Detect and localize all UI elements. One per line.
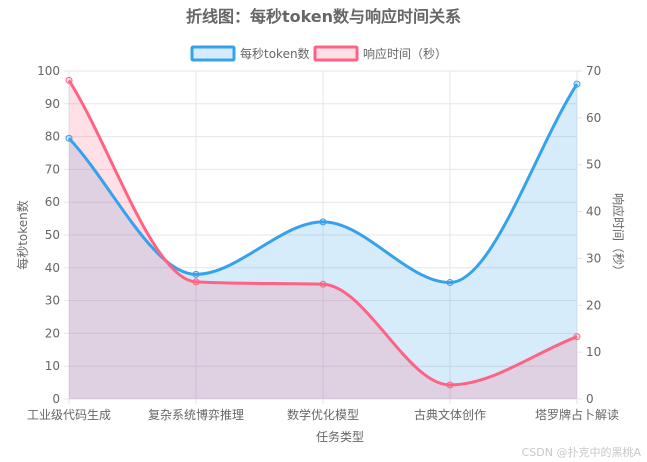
series-1-point[interactable] (319, 218, 327, 226)
watermark: CSDN @扑克中的黑桃A (522, 445, 642, 459)
y-tick-label-left: 40 (45, 261, 60, 275)
y-axis-left-title: 每秒token数 (15, 200, 30, 270)
x-axis-title: 任务类型 (316, 429, 364, 444)
x-tick-label: 数学优化模型 (287, 407, 359, 422)
legend-label-series-1: 每秒token数 (240, 46, 310, 61)
legend-item-series-2[interactable]: 响应时间（秒） (313, 45, 447, 62)
series-2-line (67, 79, 578, 387)
y-tick-label-left: 30 (45, 294, 60, 308)
y-tick-label-left: 90 (45, 97, 60, 111)
y-tick-label-right: 20 (586, 298, 601, 312)
series-1-point[interactable] (192, 270, 200, 278)
legend-swatch-series-1 (190, 45, 236, 62)
series-2-point[interactable] (446, 381, 454, 389)
x-tick-label: 工业级代码生成 (27, 408, 111, 422)
series-2-point[interactable] (573, 333, 581, 341)
y-tick-label-left: 10 (45, 359, 60, 373)
legend-item-series-1[interactable]: 每秒token数 (190, 45, 310, 62)
series-2-point[interactable] (319, 280, 327, 288)
series-2-point[interactable] (65, 76, 73, 84)
y-tick-label-left: 100 (37, 64, 60, 78)
series-1-point[interactable] (573, 80, 581, 88)
y-tick-label-right: 10 (586, 345, 601, 359)
series-1-point[interactable] (65, 134, 73, 142)
y-tick-label-left: 60 (45, 195, 60, 209)
y-tick-label-left: 20 (45, 326, 60, 340)
legend-label-series-2: 响应时间（秒） (363, 46, 447, 61)
series-areas (69, 80, 577, 400)
y-tick-label-left: 80 (45, 130, 60, 144)
x-axis-ticks: 工业级代码生成 复杂系统博弈推理 数学优化模型 古典文体创作 塔罗牌占卜解读 (27, 407, 619, 422)
y-tick-label-right: 60 (586, 111, 601, 125)
y-tick-label-right: 30 (586, 251, 601, 265)
y-tick-label-right: 0 (586, 392, 594, 406)
x-tick-label: 复杂系统博弈推理 (148, 407, 244, 422)
series-lines (67, 79, 579, 387)
y-tick-label-left: 50 (45, 228, 60, 242)
y-tick-label-left: 0 (52, 392, 60, 406)
legend-swatch-series-2 (313, 45, 359, 62)
series-1-line (67, 83, 579, 285)
y-axis-right-ticks: 0 10 20 30 40 50 60 70 (586, 64, 601, 406)
y-tick-label-right: 70 (586, 64, 601, 78)
series-points (65, 76, 581, 389)
series-1-point[interactable] (446, 279, 454, 287)
x-tick-label: 塔罗牌占卜解读 (535, 407, 619, 422)
y-axis-left-ticks: 0 10 20 30 40 50 60 70 80 90 100 (37, 64, 60, 406)
series-1-area (69, 84, 577, 400)
series-2-point[interactable] (192, 278, 200, 286)
y-axis-right-title: 响应时间（秒） (611, 193, 626, 277)
series-2-area (69, 80, 577, 399)
chart-title: 折线图：每秒token数与响应时间关系 (186, 7, 461, 26)
y-tick-label-right: 40 (586, 205, 601, 219)
x-tick-label: 古典文体创作 (414, 407, 486, 422)
y-tick-label-left: 70 (45, 162, 60, 176)
legend: 每秒token数 响应时间（秒） (190, 45, 447, 62)
y-tick-label-right: 50 (586, 158, 601, 172)
